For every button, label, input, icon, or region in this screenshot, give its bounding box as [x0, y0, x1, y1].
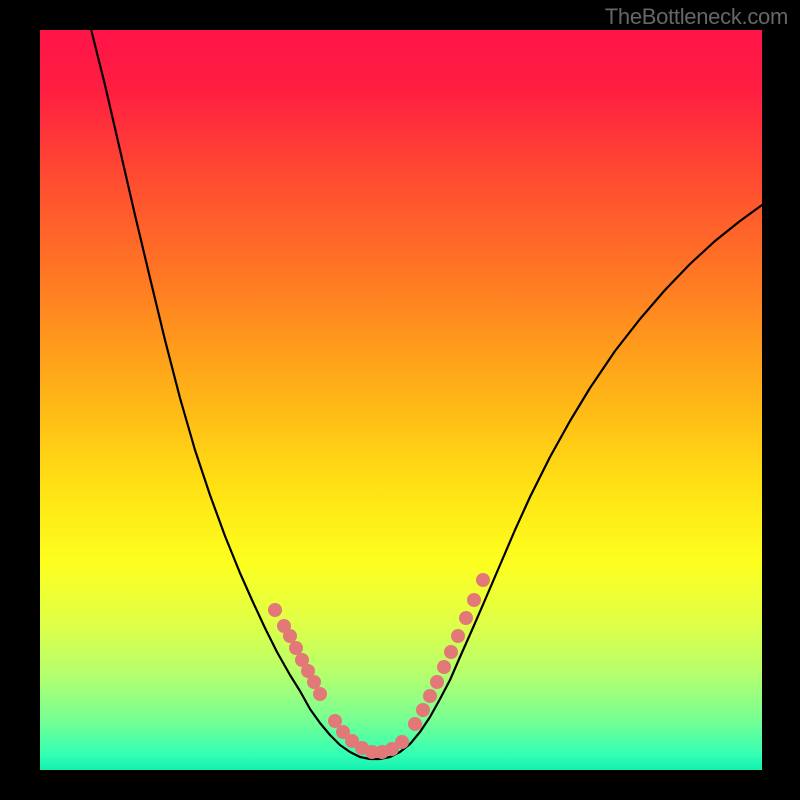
data-dot — [416, 703, 430, 717]
data-dot — [395, 735, 409, 749]
plot-background — [40, 30, 762, 770]
chart-outer: TheBottleneck.com — [0, 0, 800, 800]
data-dot — [451, 629, 465, 643]
data-dot — [476, 573, 490, 587]
data-dot — [437, 660, 451, 674]
data-dot — [283, 629, 297, 643]
data-dot — [408, 717, 422, 731]
chart-svg — [0, 0, 800, 800]
data-dot — [268, 603, 282, 617]
data-dot — [430, 675, 444, 689]
data-dot — [289, 641, 303, 655]
data-dot — [307, 675, 321, 689]
data-dot — [444, 645, 458, 659]
data-dot — [313, 687, 327, 701]
data-dot — [467, 593, 481, 607]
data-dot — [423, 689, 437, 703]
data-dot — [459, 611, 473, 625]
